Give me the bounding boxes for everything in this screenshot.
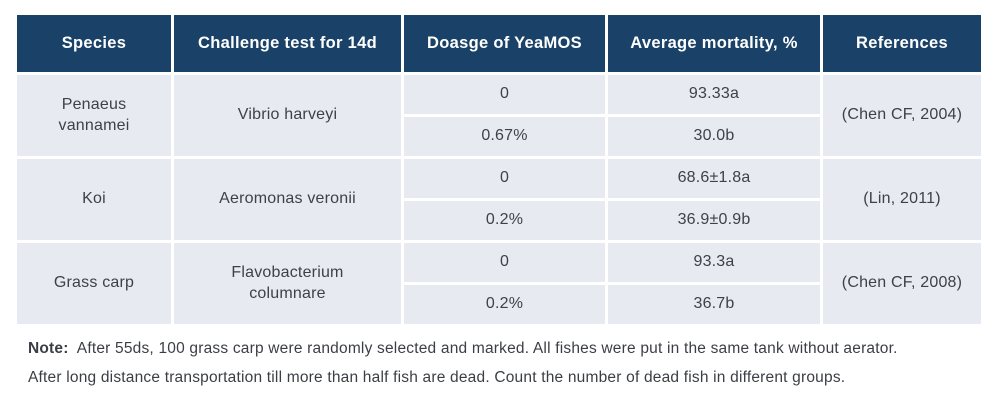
reference-cell: (Chen CF, 2004) — [823, 75, 981, 156]
dosage-cell: 0 — [404, 243, 605, 282]
species-cell: Grass carp — [17, 243, 171, 324]
challenge-cell: Aeromonas veronii — [174, 159, 401, 240]
header-cell-dosage: Doasge of YeaMOS — [404, 15, 605, 72]
header-cell-challenge: Challenge test for 14d — [174, 15, 401, 72]
mortality-cell: 36.7b — [608, 285, 820, 324]
challenge-cell: Vibrio harveyi — [174, 75, 401, 156]
yeamos-results-table: Species Challenge test for 14d Doasge of… — [17, 15, 981, 324]
mortality-cell: 93.33a — [608, 75, 820, 114]
dosage-cell: 0 — [404, 159, 605, 198]
header-cell-species: Species — [17, 15, 171, 72]
note-line-2: After long distance transportation till … — [28, 369, 978, 387]
note-line-2-text: After long distance transportation till … — [28, 369, 846, 386]
mortality-cell: 30.0b — [608, 117, 820, 156]
dosage-cell: 0 — [404, 75, 605, 114]
note-line-1-text: After 55ds, 100 grass carp were randomly… — [76, 340, 898, 357]
header-cell-references: References — [823, 15, 981, 72]
dosage-cell: 0.2% — [404, 285, 605, 324]
species-cell: Penaeus vannamei — [17, 75, 171, 156]
mortality-cell: 36.9±0.9b — [608, 201, 820, 240]
note-line-1: Note: After 55ds, 100 grass carp were ra… — [28, 340, 978, 358]
challenge-cell: Flavobacterium columnare — [174, 243, 401, 324]
mortality-cell: 68.6±1.8a — [608, 159, 820, 198]
mortality-cell: 93.3a — [608, 243, 820, 282]
reference-cell: (Lin, 2011) — [823, 159, 981, 240]
dosage-cell: 0.67% — [404, 117, 605, 156]
header-cell-mortality: Average mortality, % — [608, 15, 820, 72]
species-cell: Koi — [17, 159, 171, 240]
note-label: Note: — [28, 340, 69, 357]
dosage-cell: 0.2% — [404, 201, 605, 240]
reference-cell: (Chen CF, 2008) — [823, 243, 981, 324]
table-note: Note: After 55ds, 100 grass carp were ra… — [28, 340, 978, 398]
